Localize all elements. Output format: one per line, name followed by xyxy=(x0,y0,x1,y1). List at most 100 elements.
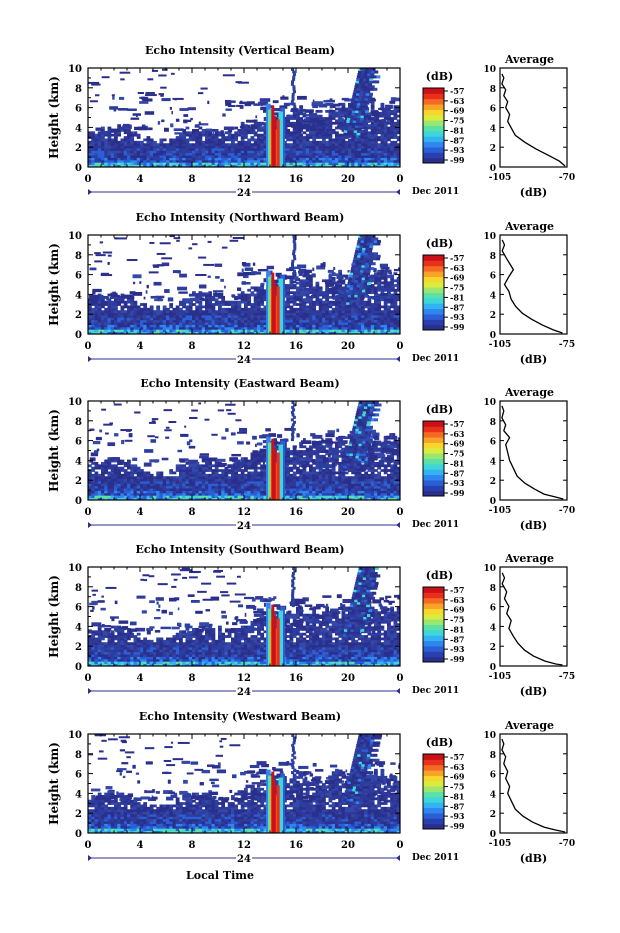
profile-x-tick-label: -105 xyxy=(489,173,512,183)
x-tick-label: 4 xyxy=(137,174,144,185)
profile-y-tick-label: 6 xyxy=(490,438,496,448)
month-label: Dec 2011 xyxy=(412,853,459,863)
y-tick-label: 10 xyxy=(68,397,82,408)
y-tick-label: 8 xyxy=(75,417,82,428)
colorbar-segment xyxy=(423,608,444,614)
x-tick-label: 12 xyxy=(237,341,251,352)
colorbar-tick-label: -57 xyxy=(450,86,464,96)
y-tick-label: 2 xyxy=(75,476,82,487)
profile-y-tick-label: 10 xyxy=(483,232,496,242)
colorbar-tick-label: -69 xyxy=(450,439,465,449)
x-tick-label: 16 xyxy=(289,341,303,352)
colorbar-tick-label: -63 xyxy=(450,263,465,273)
colorbar-segment xyxy=(423,469,444,475)
y-tick-label: 2 xyxy=(75,143,82,154)
y-axis-label: Height (km) xyxy=(47,742,61,825)
x-tick-label: 8 xyxy=(189,174,196,185)
x-tick-label: 12 xyxy=(237,174,251,185)
day-label: 24 xyxy=(237,854,251,865)
panel-title: Echo Intensity (Southward Beam) xyxy=(136,543,345,556)
profile-x-label: (dB) xyxy=(520,685,547,698)
heatmap xyxy=(88,68,404,167)
colorbar-tick-label: -63 xyxy=(450,762,465,772)
heatmap xyxy=(88,235,408,334)
day-bracket-arrow xyxy=(88,522,92,528)
y-axis-label: Height (km) xyxy=(47,409,61,492)
profile-x-tick-label: -105 xyxy=(489,506,512,516)
colorbar-segment xyxy=(423,276,444,282)
profile-frame xyxy=(500,235,567,334)
x-tick-label: 8 xyxy=(189,341,196,352)
colorbar-tick-label: -69 xyxy=(450,273,465,283)
colorbar-segment xyxy=(423,592,444,598)
x-tick-label: 0 xyxy=(397,341,404,352)
colorbar-tick-label: -93 xyxy=(450,312,465,322)
profile-title: Average xyxy=(504,552,554,565)
colorbar-tick-label: -93 xyxy=(450,145,465,155)
colorbar-unit: (dB) xyxy=(426,403,453,416)
colorbar-tick-label: -93 xyxy=(450,811,465,821)
colorbar-tick-label: -81 xyxy=(450,624,464,634)
heatmap xyxy=(88,734,408,833)
y-tick-label: 8 xyxy=(75,583,82,594)
y-axis-label: Height (km) xyxy=(47,243,61,326)
profile-y-tick-label: 4 xyxy=(490,457,496,467)
x-tick-label: 0 xyxy=(397,673,404,684)
profile-y-tick-label: 8 xyxy=(490,751,496,761)
profile-line xyxy=(502,240,562,333)
colorbar-unit: (dB) xyxy=(426,569,453,582)
colorbar-segment xyxy=(423,142,444,148)
day-label: 24 xyxy=(237,521,251,532)
profile-y-tick-label: 2 xyxy=(490,477,496,487)
colorbar-segment xyxy=(423,485,444,491)
x-tick-label: 0 xyxy=(397,507,404,518)
colorbar-tick-label: -99 xyxy=(450,821,465,831)
colorbar-segment xyxy=(423,786,444,792)
profile-y-tick-label: 4 xyxy=(490,291,496,301)
profile-line xyxy=(502,739,565,832)
colorbar-segment xyxy=(423,464,444,470)
day-label: 24 xyxy=(237,355,251,366)
profile-title: Average xyxy=(504,386,554,399)
colorbar-segment xyxy=(423,303,444,309)
colorbar-tick-label: -87 xyxy=(450,634,464,644)
y-tick-label: 4 xyxy=(75,789,82,800)
colorbar-segment xyxy=(423,120,444,126)
profile-x-tick-label: -70 xyxy=(559,173,575,183)
colorbar-segment xyxy=(423,587,444,593)
profile-line xyxy=(502,406,563,499)
colorbar-tick-label: -81 xyxy=(450,125,464,135)
profile-title: Average xyxy=(504,53,554,66)
colorbar-tick-label: -63 xyxy=(450,429,465,439)
profile-y-tick-label: 6 xyxy=(490,771,496,781)
y-tick-label: 4 xyxy=(75,622,82,633)
profile-y-tick-label: 4 xyxy=(490,623,496,633)
x-tick-label: 0 xyxy=(85,673,92,684)
colorbar-segment xyxy=(423,775,444,781)
profile-y-tick-label: 2 xyxy=(490,643,496,653)
x-tick-label: 20 xyxy=(341,507,355,518)
profile-y-tick-label: 10 xyxy=(483,731,496,741)
colorbar-tick-label: -93 xyxy=(450,478,465,488)
colorbar-segment xyxy=(423,136,444,142)
colorbar-segment xyxy=(423,319,444,325)
colorbar-segment xyxy=(423,147,444,153)
colorbar-segment xyxy=(423,126,444,132)
panel-title: Echo Intensity (Vertical Beam) xyxy=(145,44,335,57)
colorbar-unit: (dB) xyxy=(426,736,453,749)
y-tick-label: 6 xyxy=(75,104,82,115)
profile-x-label: (dB) xyxy=(520,852,547,865)
x-tick-label: 0 xyxy=(85,174,92,185)
colorbar-tick-label: -75 xyxy=(450,116,464,126)
x-tick-label: 0 xyxy=(85,840,92,851)
colorbar-segment xyxy=(423,255,444,261)
colorbar-tick-label: -63 xyxy=(450,96,465,106)
profile-x-tick-label: -70 xyxy=(559,506,575,516)
y-axis-label: Height (km) xyxy=(47,76,61,159)
y-tick-label: 8 xyxy=(75,84,82,95)
panel-2: Echo Intensity (Northward Beam)0246810He… xyxy=(47,211,575,366)
